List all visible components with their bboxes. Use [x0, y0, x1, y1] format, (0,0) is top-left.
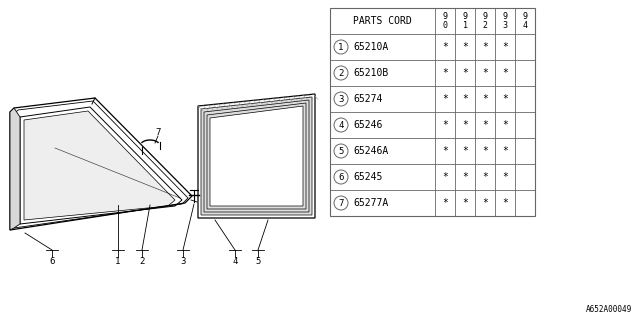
Text: 4: 4 [339, 121, 344, 130]
Text: 9
2: 9 2 [483, 12, 488, 30]
Text: *: * [462, 120, 468, 130]
Text: *: * [482, 42, 488, 52]
Text: 65277A: 65277A [353, 198, 388, 208]
Text: *: * [442, 68, 448, 78]
Text: *: * [462, 68, 468, 78]
Text: 6: 6 [339, 172, 344, 181]
Text: 3: 3 [180, 257, 186, 266]
Text: *: * [462, 94, 468, 104]
Polygon shape [24, 111, 175, 220]
Text: *: * [462, 42, 468, 52]
Text: *: * [462, 146, 468, 156]
Text: *: * [482, 146, 488, 156]
Text: *: * [482, 198, 488, 208]
Text: *: * [482, 94, 488, 104]
Text: *: * [442, 120, 448, 130]
Text: *: * [442, 172, 448, 182]
Text: *: * [482, 172, 488, 182]
Text: 9
4: 9 4 [522, 12, 527, 30]
Text: 3: 3 [339, 94, 344, 103]
Text: *: * [482, 68, 488, 78]
Bar [330, 8, 535, 216]
Text: *: * [502, 172, 508, 182]
Text: *: * [462, 198, 468, 208]
Text: 1: 1 [339, 43, 344, 52]
Text: 9
3: 9 3 [502, 12, 508, 30]
Text: PARTS CORD: PARTS CORD [353, 16, 412, 26]
Text: 4: 4 [232, 257, 237, 266]
Text: *: * [502, 68, 508, 78]
Text: 9
0: 9 0 [442, 12, 447, 30]
Text: 9
1: 9 1 [463, 12, 467, 30]
Text: 5: 5 [339, 147, 344, 156]
Text: *: * [442, 146, 448, 156]
Text: *: * [502, 42, 508, 52]
Text: *: * [462, 172, 468, 182]
Text: 65210A: 65210A [353, 42, 388, 52]
Text: 1: 1 [115, 257, 121, 266]
Text: *: * [442, 198, 448, 208]
Text: *: * [442, 42, 448, 52]
Text: 65245: 65245 [353, 172, 382, 182]
Polygon shape [201, 97, 312, 215]
Text: *: * [502, 198, 508, 208]
Polygon shape [210, 106, 303, 206]
Text: 6: 6 [49, 257, 54, 266]
Text: *: * [482, 120, 488, 130]
Text: *: * [442, 94, 448, 104]
Text: 7: 7 [339, 198, 344, 207]
Text: 2: 2 [339, 68, 344, 77]
Text: 65210B: 65210B [353, 68, 388, 78]
Text: 5: 5 [255, 257, 260, 266]
Text: 65274: 65274 [353, 94, 382, 104]
Text: *: * [502, 120, 508, 130]
Text: 65246A: 65246A [353, 146, 388, 156]
Text: 2: 2 [140, 257, 145, 266]
Text: *: * [502, 94, 508, 104]
Text: 7: 7 [156, 127, 161, 137]
Text: A652A00049: A652A00049 [586, 305, 632, 314]
Polygon shape [10, 108, 20, 230]
Text: *: * [502, 146, 508, 156]
Text: 65246: 65246 [353, 120, 382, 130]
